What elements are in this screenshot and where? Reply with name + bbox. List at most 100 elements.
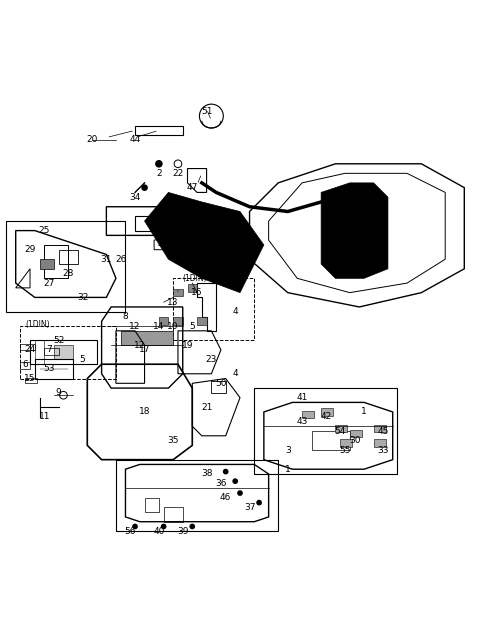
Text: 4: 4 (232, 307, 238, 316)
Text: 49: 49 (158, 241, 169, 249)
Bar (44, 348, 59, 354)
Circle shape (141, 184, 148, 191)
Text: 45: 45 (377, 427, 389, 436)
Text: 1: 1 (285, 465, 290, 473)
Text: 53: 53 (43, 365, 55, 373)
Bar (39, 260, 54, 269)
Bar (373, 425, 385, 432)
Text: 35: 35 (168, 436, 179, 445)
Text: 24: 24 (24, 346, 36, 354)
Bar (59, 249, 78, 264)
Text: 41: 41 (296, 393, 308, 402)
Text: 36: 36 (215, 479, 227, 488)
Text: 10: 10 (168, 322, 179, 330)
Circle shape (256, 499, 262, 506)
Circle shape (155, 160, 163, 168)
Text: 46: 46 (220, 493, 231, 503)
Bar (30, 341, 97, 364)
Text: 21: 21 (201, 403, 212, 411)
Text: 52: 52 (53, 336, 64, 345)
Text: 9: 9 (56, 389, 61, 398)
Text: 14: 14 (153, 322, 165, 330)
Text: 8: 8 (122, 312, 128, 321)
Bar (336, 425, 348, 432)
Text: 7: 7 (46, 346, 52, 354)
Text: 13: 13 (168, 298, 179, 306)
Text: 6: 6 (23, 360, 28, 368)
Bar (21, 362, 30, 369)
Text: (1DIN): (1DIN) (183, 273, 207, 283)
Text: 1: 1 (361, 408, 367, 417)
Circle shape (237, 490, 243, 496)
Text: 28: 28 (62, 269, 74, 278)
Text: 54: 54 (335, 427, 346, 436)
Bar (54, 345, 73, 360)
Bar (120, 331, 173, 345)
Bar (173, 318, 183, 325)
Bar (340, 439, 352, 447)
Text: 30: 30 (349, 436, 360, 445)
Text: 22: 22 (172, 169, 183, 178)
Text: 15: 15 (24, 374, 36, 383)
Text: 25: 25 (39, 226, 50, 235)
Text: (1DIN): (1DIN) (25, 320, 50, 329)
Bar (6, 221, 125, 311)
Text: 39: 39 (177, 527, 189, 536)
Bar (312, 431, 350, 450)
Text: 2: 2 (156, 169, 162, 178)
Circle shape (161, 523, 167, 529)
Text: 3: 3 (285, 446, 290, 454)
Text: 42: 42 (320, 412, 332, 421)
Text: 27: 27 (43, 279, 55, 287)
Bar (373, 439, 385, 447)
Text: 16: 16 (192, 288, 203, 297)
Bar (254, 388, 397, 474)
Polygon shape (321, 183, 388, 279)
Text: 48: 48 (182, 222, 193, 230)
Bar (159, 318, 168, 325)
Text: 37: 37 (244, 503, 255, 512)
Text: 11: 11 (38, 412, 50, 421)
Bar (116, 460, 278, 531)
Circle shape (232, 479, 238, 484)
Text: 33: 33 (377, 446, 389, 454)
Text: 23: 23 (205, 355, 217, 364)
Text: 47: 47 (187, 183, 198, 192)
Text: 40: 40 (153, 527, 165, 536)
Text: 51: 51 (201, 107, 212, 116)
Circle shape (223, 468, 228, 475)
Text: 38: 38 (201, 470, 212, 479)
Bar (144, 498, 159, 512)
Circle shape (132, 523, 138, 529)
Text: 4: 4 (232, 369, 238, 379)
Text: 12: 12 (134, 341, 145, 349)
Text: 5: 5 (80, 355, 85, 364)
Text: 19: 19 (182, 341, 193, 349)
Text: 43: 43 (296, 417, 308, 426)
Text: 55: 55 (339, 446, 351, 454)
Text: 32: 32 (77, 293, 88, 302)
Bar (197, 318, 206, 325)
Text: 17: 17 (139, 346, 150, 354)
Text: 12: 12 (129, 322, 141, 330)
Bar (164, 508, 183, 522)
Text: 50: 50 (215, 379, 227, 388)
Bar (188, 284, 197, 292)
Text: 5: 5 (190, 322, 195, 330)
Text: 20: 20 (86, 135, 98, 144)
Bar (173, 289, 183, 296)
Bar (321, 408, 333, 416)
Bar (25, 377, 37, 384)
Bar (211, 381, 226, 393)
Bar (21, 344, 35, 350)
Text: 56: 56 (124, 527, 136, 536)
Text: 34: 34 (129, 192, 141, 202)
Polygon shape (144, 192, 264, 292)
Bar (350, 430, 362, 437)
Text: 18: 18 (139, 408, 150, 417)
Text: 26: 26 (115, 254, 126, 264)
Bar (35, 360, 73, 379)
Text: 31: 31 (101, 254, 112, 264)
Bar (173, 279, 254, 341)
Text: 44: 44 (130, 135, 141, 144)
